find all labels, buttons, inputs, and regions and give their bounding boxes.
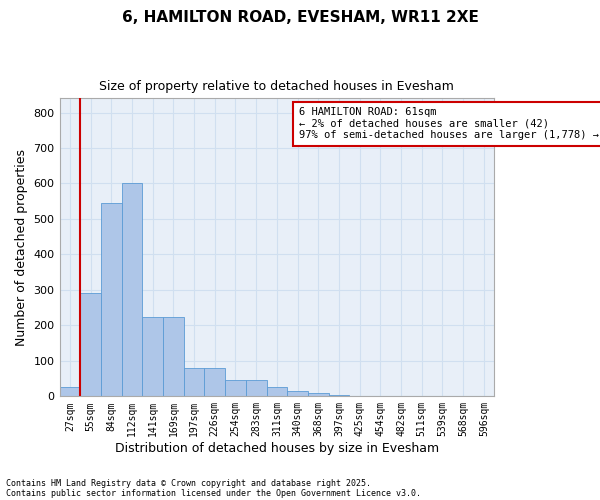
Bar xyxy=(122,184,142,396)
Bar xyxy=(308,393,329,396)
Bar xyxy=(225,380,246,396)
Bar xyxy=(329,394,349,396)
Text: Contains public sector information licensed under the Open Government Licence v3: Contains public sector information licen… xyxy=(6,488,421,498)
Bar xyxy=(163,316,184,396)
Bar xyxy=(184,368,205,396)
Bar xyxy=(101,203,122,396)
Text: 6 HAMILTON ROAD: 61sqm
← 2% of detached houses are smaller (42)
97% of semi-deta: 6 HAMILTON ROAD: 61sqm ← 2% of detached … xyxy=(299,108,599,140)
Bar xyxy=(59,388,80,396)
Y-axis label: Number of detached properties: Number of detached properties xyxy=(15,149,28,346)
Title: Size of property relative to detached houses in Evesham: Size of property relative to detached ho… xyxy=(100,80,454,93)
Text: Contains HM Land Registry data © Crown copyright and database right 2025.: Contains HM Land Registry data © Crown c… xyxy=(6,478,371,488)
Bar xyxy=(80,294,101,397)
Bar xyxy=(287,391,308,396)
X-axis label: Distribution of detached houses by size in Evesham: Distribution of detached houses by size … xyxy=(115,442,439,455)
Bar xyxy=(266,388,287,396)
Bar xyxy=(246,380,266,396)
Bar xyxy=(205,368,225,396)
Bar xyxy=(142,316,163,396)
Text: 6, HAMILTON ROAD, EVESHAM, WR11 2XE: 6, HAMILTON ROAD, EVESHAM, WR11 2XE xyxy=(122,10,478,25)
